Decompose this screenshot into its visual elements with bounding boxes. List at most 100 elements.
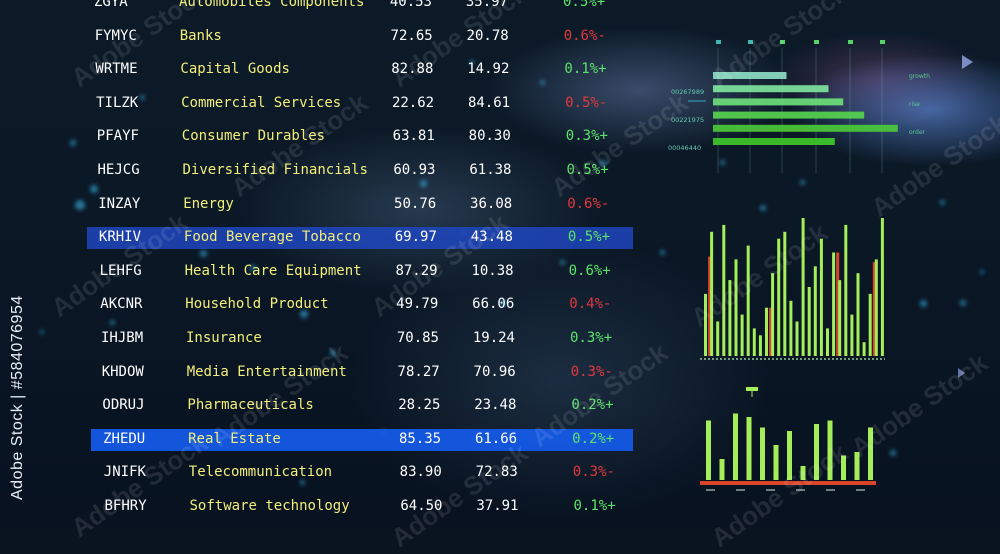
table-row: IHJBM Insurance 70.85 19.24 0.3%+ [89, 328, 633, 350]
top-marker [716, 40, 721, 44]
vbar-red [769, 307, 773, 356]
vbar-green [801, 218, 805, 356]
vbar-green [874, 259, 878, 356]
vbar-green [734, 259, 738, 356]
sector-name: Health Care Equipment [184, 262, 362, 279]
secondary-value: 43.48 [470, 229, 513, 246]
play-icon [958, 368, 965, 378]
vbar-green [862, 342, 866, 356]
bokeh-dot [90, 185, 98, 193]
top-marker [748, 40, 753, 44]
top-marker [848, 40, 853, 44]
bokeh-dot [330, 350, 336, 356]
baseline-red [700, 481, 876, 485]
ticker-symbol: KRHIV [98, 229, 142, 246]
top-marker [746, 387, 758, 391]
vbar-green [868, 293, 872, 356]
price-value: 50.76 [394, 195, 437, 212]
table-row: LEHFG Health Care Equipment 87.29 10.38 0.6%… [88, 261, 633, 283]
change-value: 0.4%- [569, 296, 612, 313]
ticker-symbol: FYMYC [94, 27, 137, 44]
price-value: 83.90 [399, 464, 442, 481]
top-marker [814, 40, 819, 44]
sector-name: Banks [179, 27, 222, 44]
bokeh-dot [960, 300, 966, 306]
vbar-green [856, 273, 860, 356]
secondary-value: 80.30 [468, 128, 511, 145]
bokeh-dot [300, 310, 308, 318]
change-value: 0.1%+ [573, 498, 616, 514]
play-icon [962, 55, 973, 69]
sector-name: Food Beverage Tobacco [183, 229, 361, 246]
bokeh-dot [800, 180, 805, 185]
sector-name: Real Estate [188, 430, 281, 447]
stock-table: ZGYA Automobiles Components 40.53 35.97 0.5%… [86, 0, 633, 514]
change-value: 0.5%+ [563, 0, 606, 10]
bokeh-dot [540, 80, 545, 85]
bokeh-dot [760, 205, 766, 211]
price-value: 78.27 [397, 363, 440, 380]
axis-label-mark [706, 489, 715, 491]
ticker-symbol: INZAY [98, 195, 141, 212]
hbar [713, 138, 835, 145]
vbar-green [827, 420, 833, 480]
sector-name: Energy [183, 195, 234, 212]
axis-label: 00267989 [671, 88, 704, 96]
change-value: 0.5%- [565, 94, 608, 111]
vbar-green [760, 427, 765, 480]
secondary-value: 20.78 [466, 27, 509, 44]
vertical-bar-panel-2 [690, 385, 890, 500]
vbar-green [783, 231, 787, 356]
vbar-green [841, 455, 846, 480]
table-row: INZAY Energy 50.76 36.08 0.6%- [86, 194, 633, 216]
vertical-bar-panel [690, 210, 900, 370]
bokeh-dot [720, 160, 725, 165]
table-row: ODRUJ Pharmaceuticals 28.25 23.48 0.2%+ [90, 395, 633, 417]
vbar-green [850, 314, 854, 356]
ticker-symbol: ZHEDU [103, 430, 146, 447]
vbar-red [872, 262, 876, 356]
axis-label-mark [826, 489, 835, 491]
change-value: 0.5%+ [567, 229, 611, 246]
vbar-green [706, 420, 711, 480]
price-value: 85.35 [398, 430, 442, 447]
secondary-value: 10.38 [471, 262, 514, 279]
price-value: 60.93 [393, 162, 436, 178]
change-value: 0.6%+ [568, 262, 611, 279]
vertical-bar-chart [700, 218, 885, 360]
bokeh-dot [70, 140, 76, 146]
vbar-green [868, 427, 873, 480]
vbar-green [789, 300, 793, 356]
ticker-symbol: WRTME [95, 61, 138, 78]
ticker-symbol: PFAYF [96, 128, 139, 145]
vbar-green [746, 417, 752, 480]
bokeh-dot [140, 95, 145, 100]
vbar-red [708, 256, 712, 356]
ticker-symbol: IHJBM [101, 330, 144, 346]
vbar-green [746, 245, 750, 356]
vbar-green [771, 273, 775, 356]
hbar [713, 98, 844, 106]
secondary-value: 72.83 [475, 464, 518, 481]
ticker-symbol: AKCNR [100, 296, 143, 313]
ticker-symbol: ZGYA [94, 0, 128, 10]
axis-label-mark [736, 489, 745, 491]
change-value: 0.3%- [572, 464, 615, 481]
vbar-green [765, 307, 768, 356]
axis-label-mark [766, 489, 775, 491]
vbar-green [800, 466, 806, 480]
vbar-green [844, 224, 848, 356]
price-value: 82.88 [391, 61, 434, 78]
top-marker [780, 40, 785, 44]
vbar-green [826, 328, 829, 356]
price-value: 63.81 [392, 128, 435, 145]
sector-name: Consumer Durables [181, 128, 326, 145]
vbar-green [773, 445, 779, 480]
legend-label: growth [909, 73, 930, 80]
hbar [713, 124, 898, 132]
vbar-green [716, 321, 720, 356]
change-value: 0.6%- [567, 195, 610, 212]
sector-name: Media Entertainment [186, 363, 347, 380]
vbar-green [787, 431, 792, 480]
axis-label-mark [796, 489, 805, 491]
